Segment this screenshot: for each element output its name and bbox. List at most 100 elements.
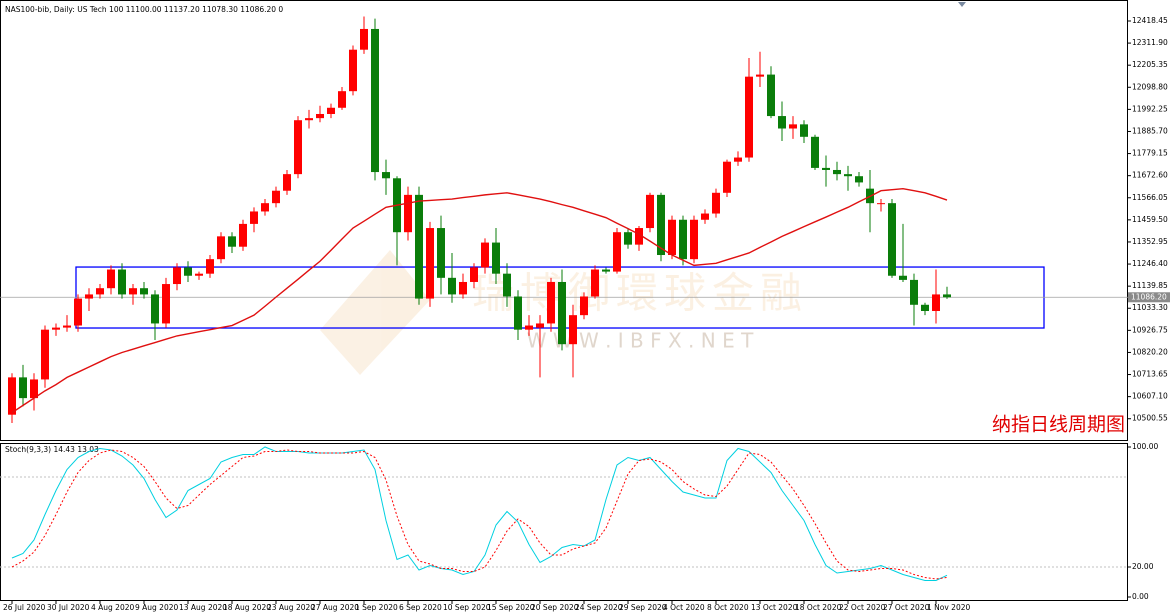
candle-body — [503, 273, 511, 297]
candle-body — [514, 296, 522, 330]
x-tick-label: 29 Sep 2020 — [619, 603, 667, 612]
y-tick-label: 12311.90 — [1132, 38, 1168, 47]
candle-body — [107, 269, 115, 289]
watermark-logo: 瑞博御環球金融 — [320, 250, 808, 375]
last-price-box — [1128, 292, 1170, 303]
candle-body — [613, 232, 621, 272]
y-tick-label: 11992.25 — [1132, 104, 1168, 113]
y-tick-label: 20.00 — [1132, 562, 1154, 571]
candle-body — [932, 294, 940, 312]
candle-body — [492, 242, 500, 274]
candle-body — [778, 116, 786, 129]
x-tick-label: 1 Nov 2020 — [927, 603, 970, 612]
y-tick-label: 12205.35 — [1132, 60, 1168, 69]
y-tick-label: 10607.10 — [1132, 392, 1168, 401]
x-tick-label: 1 Sep 2020 — [355, 603, 398, 612]
candle-body — [151, 294, 159, 324]
x-tick-label: 26 Jul 2020 — [3, 603, 46, 612]
x-tick-label: 30 Jul 2020 — [47, 603, 90, 612]
watermark-cn: 瑞博御環球金融 — [472, 269, 808, 318]
candle-body — [129, 288, 137, 295]
y-tick-label: 10926.75 — [1132, 325, 1168, 334]
x-tick-label: 6 Sep 2020 — [399, 603, 442, 612]
candle-body — [547, 281, 555, 324]
y-tick-label: 11459.50 — [1132, 215, 1168, 224]
candle-body — [635, 228, 643, 245]
candle-body — [206, 259, 214, 274]
candle-body — [327, 107, 335, 114]
y-tick-label: 10820.20 — [1132, 347, 1168, 356]
price-panel — [0, 0, 1128, 441]
candle-body — [888, 203, 896, 276]
x-tick-label: 13 Aug 2020 — [179, 603, 227, 612]
candle-body — [195, 273, 203, 276]
y-tick-label: 12418.45 — [1132, 16, 1168, 25]
candle-body — [30, 379, 38, 399]
candle-body — [701, 213, 709, 220]
candle-body — [591, 269, 599, 297]
candle-body — [459, 281, 467, 295]
candle-body — [536, 323, 544, 328]
y-tick-label: 0.00 — [1132, 592, 1149, 601]
y-tick-label: 10500.55 — [1132, 414, 1168, 423]
candle-body — [668, 219, 676, 256]
candle-body — [855, 176, 863, 183]
candle-body — [96, 288, 104, 295]
candle-body — [712, 192, 720, 214]
candle-body — [371, 28, 379, 173]
candle-body — [789, 124, 797, 129]
candle-body — [723, 161, 731, 193]
x-tick-label: 24 Sep 2020 — [575, 603, 623, 612]
moving-average — [11, 187, 948, 414]
x-tick-label: 27 Aug 2020 — [311, 603, 359, 612]
candle-body — [272, 190, 280, 204]
annotation: 纳指日线周期图 — [992, 414, 1125, 436]
x-tick-label: 18 Oct 2020 — [795, 603, 842, 612]
candle-body — [767, 74, 775, 117]
candle-body — [294, 120, 302, 175]
y-tick-label: 100.00 — [1132, 442, 1158, 451]
x-tick-label: 27 Oct 2020 — [883, 603, 930, 612]
candle-body — [844, 174, 852, 177]
candle-body — [118, 269, 126, 295]
candle-body — [404, 194, 412, 233]
y-tick-label: 11139.85 — [1132, 281, 1168, 290]
stoch-line — [11, 446, 948, 581]
candle-body — [360, 28, 368, 50]
price-header: NAS100-bib, Daily: US Tech 100 11100.00 … — [5, 5, 283, 14]
candle-body — [305, 118, 313, 121]
x-tick-label: 20 Sep 2020 — [531, 603, 579, 612]
candle-body — [217, 236, 225, 260]
candle-body — [822, 167, 830, 170]
x-tick-label: 4 Aug 2020 — [91, 603, 134, 612]
x-tick-label: 13 Oct 2020 — [751, 603, 798, 612]
candle-body — [140, 288, 148, 295]
candle-body — [624, 232, 632, 245]
candle-body — [228, 236, 236, 247]
candle-body — [349, 49, 357, 92]
candle-body — [657, 194, 665, 256]
last-price-label: 11086.20 — [1131, 292, 1167, 301]
candle-body — [283, 174, 291, 191]
x-tick-label: 23 Aug 2020 — [267, 603, 315, 612]
x-tick-label: 8 Oct 2020 — [707, 603, 749, 612]
candle-body — [261, 203, 269, 212]
candle-body — [426, 228, 434, 299]
candle-body — [184, 267, 192, 276]
candle-body — [239, 223, 247, 247]
candle-body — [448, 277, 456, 295]
candle-body — [679, 219, 687, 260]
candle-body — [338, 91, 346, 108]
candle-body — [877, 203, 885, 205]
y-tick-label: 11885.70 — [1132, 126, 1168, 135]
candle-body — [734, 157, 742, 162]
candle-body — [921, 304, 929, 312]
y-tick-label: 10713.65 — [1132, 370, 1168, 379]
candle-body — [8, 377, 16, 415]
candle-body — [63, 325, 71, 328]
candle-body — [910, 279, 918, 305]
candle-body — [415, 194, 423, 299]
shift-marker — [958, 2, 966, 7]
candle-body — [811, 136, 819, 168]
